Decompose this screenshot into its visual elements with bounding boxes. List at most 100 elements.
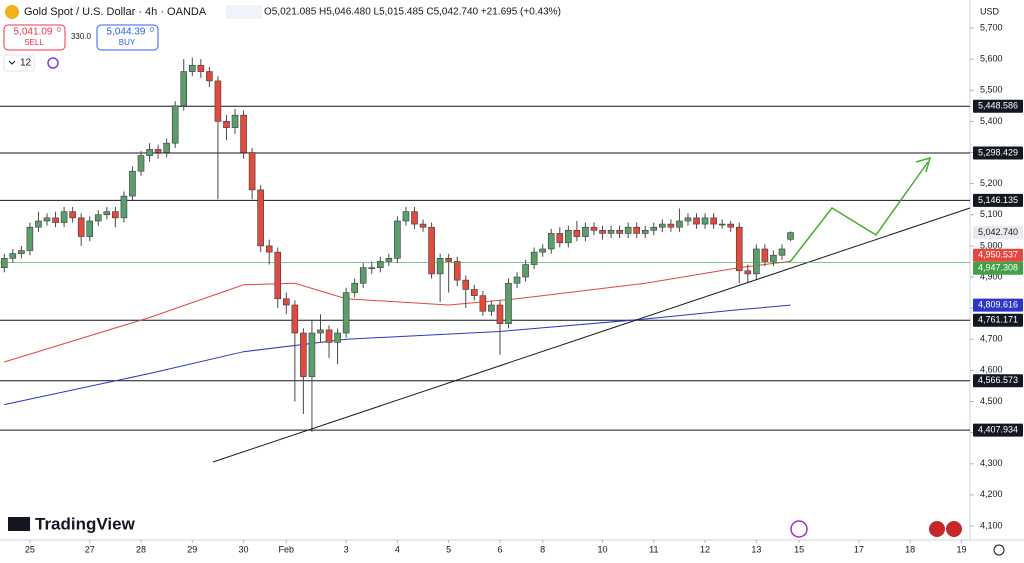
candle-body: [744, 270, 752, 275]
y-tick-label: 5,600: [980, 54, 1003, 64]
y-tick-label: 4,700: [980, 334, 1003, 344]
candle-body: [778, 248, 786, 256]
candle-body: [445, 258, 452, 262]
candle-body: [146, 149, 153, 156]
candle-body: [770, 254, 777, 262]
moving-average: [4, 260, 791, 363]
candle-body: [163, 142, 170, 153]
candle-body: [530, 251, 538, 265]
x-tick-label: 25: [25, 544, 35, 554]
price-tag: [973, 99, 1023, 113]
candle-body: [197, 65, 205, 72]
x-tick-label: 29: [187, 544, 197, 554]
x-tick-label: 5: [446, 544, 451, 554]
chevron: [8, 60, 16, 65]
candle-body: [599, 230, 606, 234]
candle-body: [154, 149, 162, 153]
y-tick-label: 5,400: [980, 116, 1003, 126]
candle-body: [86, 220, 94, 237]
x-tick-label: 17: [854, 544, 864, 554]
sync-icon[interactable]: [47, 57, 59, 69]
candle-body: [505, 282, 512, 324]
candle-body: [411, 211, 418, 225]
x-tick-label: 6: [497, 544, 502, 554]
logo-mark: [8, 517, 30, 531]
indicator-toggle[interactable]: [3, 54, 35, 72]
plot: [0, 57, 970, 432]
price-tag-label: 5,146.135: [978, 195, 1018, 205]
brand: TradingView: [35, 514, 136, 533]
candle-body: [582, 226, 589, 237]
candle-body: [693, 217, 700, 225]
price-tag-label: 5,448.586: [978, 101, 1018, 111]
x-tick-label: 4: [395, 544, 400, 554]
buy-sup: 0: [150, 27, 154, 34]
candle-body: [171, 105, 179, 144]
x-tick-label: 11: [649, 544, 658, 554]
candle-body: [248, 152, 256, 191]
candle-body: [52, 217, 59, 223]
sell-button[interactable]: [3, 24, 66, 51]
x-tick-label: 30: [239, 544, 249, 554]
y-tick-label: 5,100: [980, 209, 1003, 219]
candle-body: [120, 195, 128, 219]
indicator-count: 12: [20, 58, 32, 69]
price-tag-label: 4,566.573: [978, 375, 1018, 385]
candle-body: [471, 289, 478, 296]
buy-button[interactable]: [96, 24, 159, 51]
candle-body: [214, 80, 222, 122]
candle-body: [60, 211, 68, 223]
candle-body: [9, 253, 17, 259]
candle-body: [684, 217, 692, 222]
candle-body: [753, 248, 760, 275]
event-icon[interactable]: [790, 520, 808, 538]
spread: 330.0: [71, 32, 92, 41]
candle-body: [137, 155, 145, 172]
candle-body: [453, 261, 461, 281]
y-tick-label: 4,300: [980, 458, 1003, 468]
flag-icon[interactable]: [929, 521, 945, 537]
candle-body: [265, 245, 273, 253]
x-tick-label: 10: [598, 544, 608, 554]
candle-body: [394, 220, 401, 259]
gold-icon: [5, 5, 19, 19]
candle-body: [402, 211, 410, 222]
candle-body: [735, 226, 743, 272]
candle-body: [112, 211, 119, 219]
candle-body: [291, 304, 299, 334]
price-tag-label: 5,042.740: [978, 227, 1018, 237]
x-tick-label: 13: [751, 544, 761, 554]
icon-box[interactable]: [226, 5, 262, 19]
candle-body: [547, 233, 555, 250]
candle-body: [488, 304, 495, 312]
buy-label: BUY: [119, 38, 136, 47]
price-tag-label: 5,298.429: [978, 147, 1018, 157]
price-tag: [973, 298, 1023, 312]
price-tag: [973, 313, 1023, 327]
y-tick-label: 4,500: [980, 396, 1003, 406]
candle-body: [240, 114, 247, 153]
price-tag: [973, 193, 1023, 207]
candle-body: [436, 258, 444, 275]
y-tick-label: 5,700: [980, 22, 1003, 32]
x-tick-label: 15: [794, 544, 804, 554]
candle-body: [231, 114, 239, 128]
y-tick-label: 4,100: [980, 520, 1003, 530]
candle-body: [539, 248, 546, 253]
candle-body: [274, 251, 282, 300]
candle-body: [667, 223, 675, 228]
candle-body: [607, 230, 615, 234]
candle-body: [188, 65, 196, 72]
candle-body: [129, 170, 136, 197]
candle-body: [787, 232, 794, 240]
candle-body: [513, 276, 521, 284]
candle-body: [616, 230, 623, 234]
candle-body: [479, 295, 487, 312]
candle-body: [633, 226, 640, 234]
candle-body: [77, 217, 85, 237]
settings-icon[interactable]: [993, 544, 1005, 556]
candle-body: [18, 250, 25, 254]
flag-icon[interactable]: [946, 521, 962, 537]
y-tick-label: 5,200: [980, 178, 1003, 188]
